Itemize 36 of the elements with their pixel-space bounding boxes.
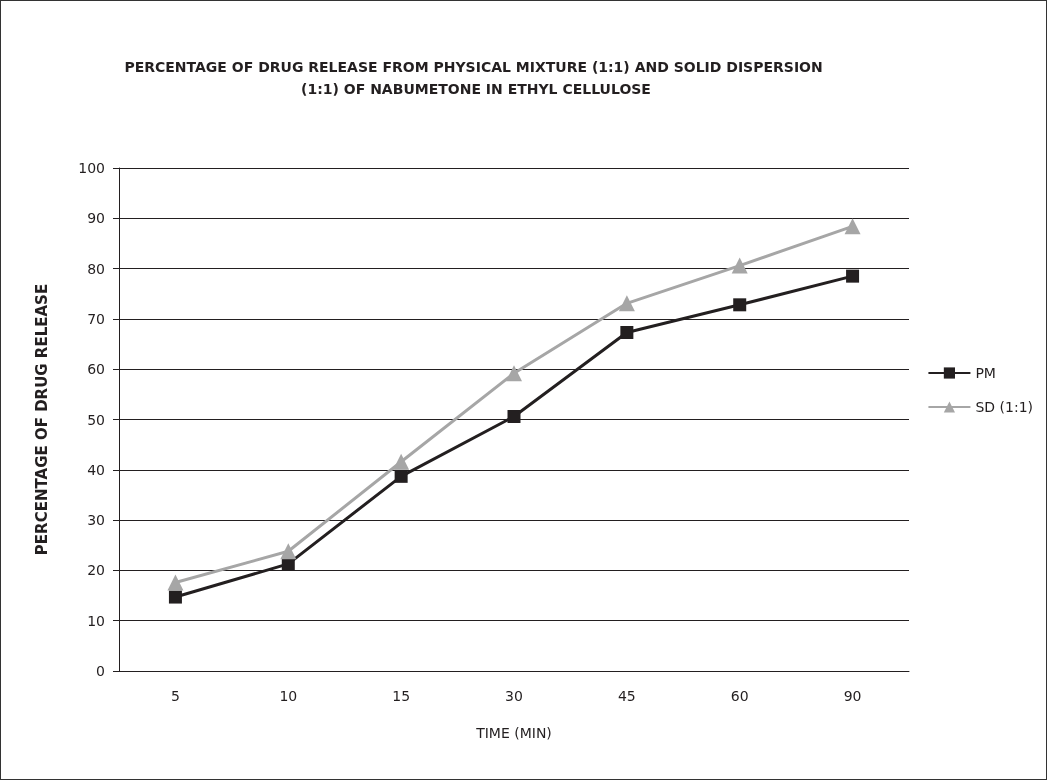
- y-tick-label: 40: [87, 461, 105, 478]
- point: [844, 218, 861, 235]
- y-tick-label: 60: [87, 361, 105, 378]
- point: [394, 469, 408, 483]
- x-tick-label: 10: [279, 688, 298, 704]
- x-tick-label: 30: [505, 688, 523, 704]
- point: [731, 257, 748, 274]
- y-tick-label: 80: [87, 260, 105, 277]
- y-tick-label: 100: [78, 160, 105, 176]
- legend-label: PM: [975, 365, 996, 381]
- point: [393, 453, 410, 470]
- point: [618, 295, 635, 312]
- point: [846, 269, 860, 283]
- x-tick-label: 90: [843, 688, 862, 704]
- point: [168, 590, 182, 604]
- point: [280, 543, 297, 560]
- x-tick-label: 15: [392, 688, 411, 704]
- chart-title: PERCENTAGE OF DRUG RELEASE FROM PHYSICAL MIXTURE (1:1) AND SOLID DISPERSION (1:1) OF NABUMETONE IN ETHYL CELLULOSE: [124, 59, 828, 97]
- point: [167, 574, 184, 591]
- y-tick-label: 10: [87, 612, 105, 629]
- y-tick-label: 20: [87, 562, 105, 579]
- point: [620, 325, 634, 339]
- point: [506, 365, 522, 382]
- legend-label: SD (1:1): [975, 399, 1034, 415]
- x-axis-title: TIME (MIN): [475, 725, 552, 741]
- y-tick-label: 30: [87, 512, 105, 529]
- y-tick-label: 70: [87, 310, 105, 327]
- x-tick-label: 5: [170, 688, 180, 704]
- point: [733, 298, 747, 312]
- y-tick-label: 90: [87, 210, 105, 227]
- point: [507, 409, 521, 423]
- x-tick-label: 60: [730, 688, 749, 704]
- y-axis-title: PERCENTAGE OF DRUG RELEASE: [32, 283, 51, 556]
- x-tick-label: 45: [617, 688, 636, 704]
- y-tick-label: 0: [96, 663, 105, 679]
- y-tick-label: 50: [87, 411, 105, 428]
